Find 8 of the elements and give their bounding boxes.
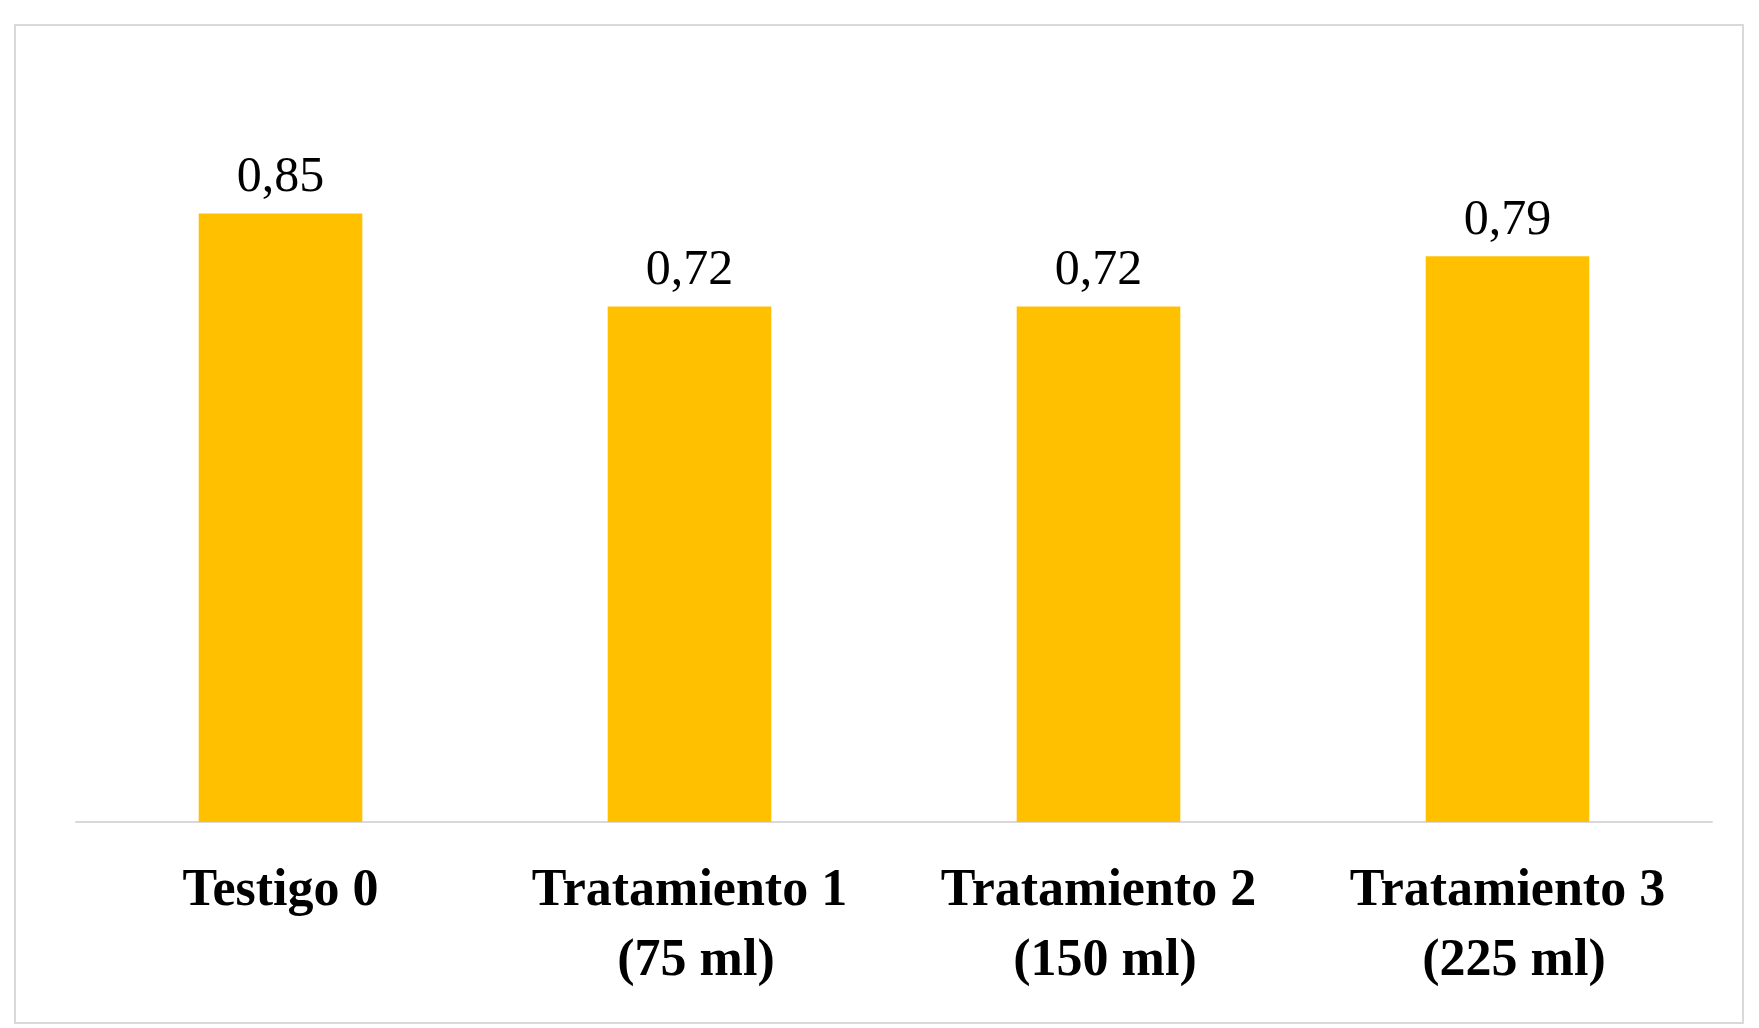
x-tick-label: Tratamiento 1 (75 ml) (531, 858, 848, 987)
data-label: 0,79 (1463, 189, 1552, 246)
data-label: 0,85 (236, 146, 325, 203)
data-label: 0,72 (1054, 239, 1143, 296)
x-tick-label: Testigo 0 (182, 858, 379, 916)
data-label: 0,72 (645, 239, 734, 296)
x-tick-label: Tratamiento 3 (225 ml) (1349, 858, 1666, 987)
x-tick-label: Tratamiento 2 (150 ml) (940, 858, 1257, 987)
